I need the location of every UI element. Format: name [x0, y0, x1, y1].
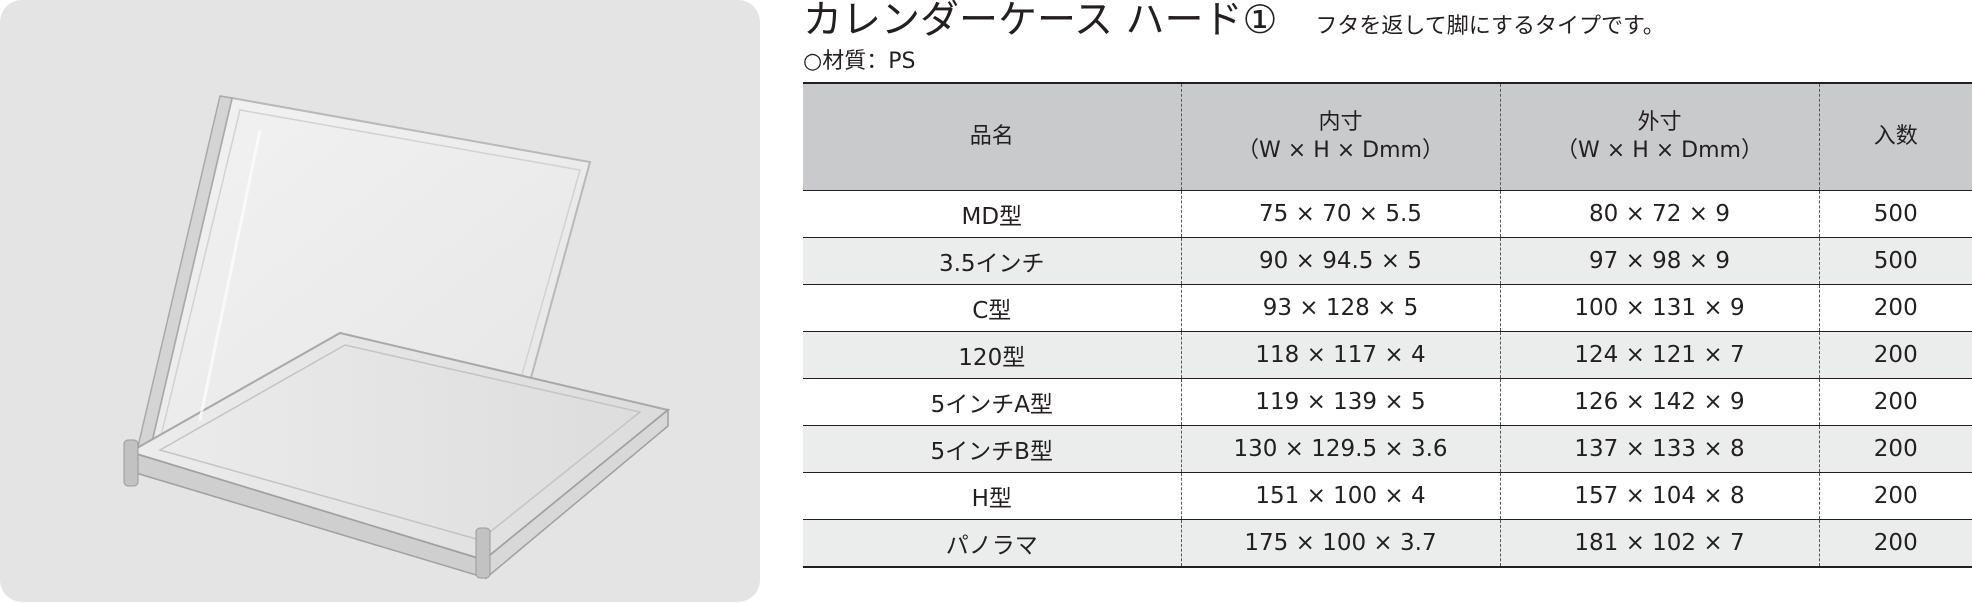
- cell-inner-size: 119 × 139 × 5: [1180, 378, 1500, 426]
- cell-outer-size: 80 × 72 × 9: [1499, 190, 1819, 238]
- cell-quantity: 200: [1818, 519, 1972, 568]
- cell-inner-size: 90 × 94.5 × 5: [1180, 237, 1500, 285]
- header-label: 外寸: [1637, 110, 1682, 135]
- header-quantity: 入数: [1818, 83, 1972, 191]
- table-row: 5インチA型 119 × 139 × 5 126 × 142 × 9 200: [803, 378, 1972, 426]
- table-row: H型 151 × 100 × 4 157 × 104 × 8 200: [803, 472, 1972, 520]
- product-photo: [0, 0, 760, 602]
- cell-name: 3.5インチ: [803, 237, 1181, 285]
- cell-outer-size: 124 × 121 × 7: [1499, 331, 1819, 379]
- cell-quantity: 500: [1818, 190, 1972, 238]
- cell-name: 5インチB型: [803, 425, 1181, 473]
- table-row: 120型 118 × 117 × 4 124 × 121 × 7 200: [803, 331, 1972, 379]
- cell-inner-size: 118 × 117 × 4: [1180, 331, 1500, 379]
- table-row: 5インチB型 130 × 129.5 × 3.6 137 × 133 × 8 2…: [803, 425, 1972, 473]
- spec-table: 品名 内寸 （W × H × Dmm） 外寸 （W × H × Dmm） 入数 …: [803, 82, 1972, 568]
- cell-quantity: 500: [1818, 237, 1972, 285]
- header-unit: （W × H × Dmm）: [1237, 138, 1444, 163]
- table-row: パノラマ 175 × 100 × 3.7 181 × 102 × 7 200: [803, 519, 1972, 568]
- cell-name: H型: [803, 472, 1181, 520]
- cell-outer-size: 137 × 133 × 8: [1499, 425, 1819, 473]
- cell-quantity: 200: [1818, 472, 1972, 520]
- table-row: 3.5インチ 90 × 94.5 × 5 97 × 98 × 9 500: [803, 237, 1972, 285]
- cell-name: C型: [803, 284, 1181, 332]
- cell-inner-size: 93 × 128 × 5: [1180, 284, 1500, 332]
- header-label: 入数: [1873, 124, 1918, 149]
- cell-name: 5インチA型: [803, 378, 1181, 426]
- header-unit: （W × H × Dmm）: [1556, 138, 1763, 163]
- cell-quantity: 200: [1818, 378, 1972, 426]
- cell-quantity: 200: [1818, 331, 1972, 379]
- product-title: カレンダーケース ハード①: [803, 0, 1278, 43]
- cell-outer-size: 126 × 142 × 9: [1499, 378, 1819, 426]
- table-row: MD型 75 × 70 × 5.5 80 × 72 × 9 500: [803, 190, 1972, 238]
- cell-outer-size: 181 × 102 × 7: [1499, 519, 1819, 568]
- title-row: カレンダーケース ハード① フタを返して脚にするタイプです。: [803, 0, 1665, 42]
- cell-inner-size: 130 × 129.5 × 3.6: [1180, 425, 1500, 473]
- cell-name: パノラマ: [803, 519, 1181, 568]
- header-label: 品名: [969, 124, 1014, 149]
- cell-outer-size: 100 × 131 × 9: [1499, 284, 1819, 332]
- cell-name: 120型: [803, 331, 1181, 379]
- cell-outer-size: 157 × 104 × 8: [1499, 472, 1819, 520]
- header-inner-size: 内寸 （W × H × Dmm）: [1180, 83, 1500, 191]
- header-label: 内寸: [1318, 110, 1363, 135]
- header-name: 品名: [803, 83, 1181, 191]
- header-outer-size: 外寸 （W × H × Dmm）: [1499, 83, 1819, 191]
- cell-inner-size: 151 × 100 × 4: [1180, 472, 1500, 520]
- cell-inner-size: 175 × 100 × 3.7: [1180, 519, 1500, 568]
- table-header-row: 品名 内寸 （W × H × Dmm） 外寸 （W × H × Dmm） 入数: [803, 83, 1972, 191]
- table-row: C型 93 × 128 × 5 100 × 131 × 9 200: [803, 284, 1972, 332]
- calendar-case-illustration: [123, 95, 671, 580]
- material-label: ○材質：PS: [803, 49, 916, 74]
- cell-quantity: 200: [1818, 284, 1972, 332]
- cell-quantity: 200: [1818, 425, 1972, 473]
- cell-inner-size: 75 × 70 × 5.5: [1180, 190, 1500, 238]
- cell-outer-size: 97 × 98 × 9: [1499, 237, 1819, 285]
- product-description: フタを返して脚にするタイプです。: [1315, 14, 1665, 39]
- cell-name: MD型: [803, 190, 1181, 238]
